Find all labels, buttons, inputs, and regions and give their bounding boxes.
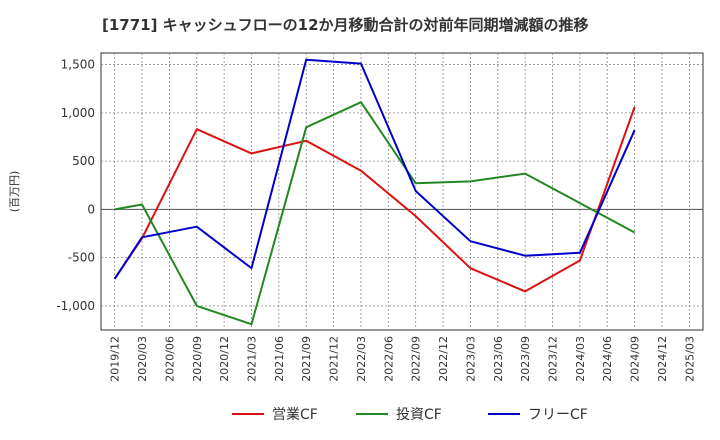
x-tick-label: 2023/03 — [464, 336, 477, 382]
x-tick-label: 2020/09 — [191, 336, 204, 382]
y-tick-label: -500 — [68, 251, 95, 265]
y-tick-label: 0 — [87, 202, 95, 216]
series-line — [114, 101, 636, 326]
x-tick-label: 2025/03 — [683, 336, 696, 382]
x-tick-label: 2022/03 — [355, 336, 368, 382]
x-tick-label: 2023/06 — [492, 336, 505, 382]
x-tick-label: 2022/06 — [382, 336, 395, 382]
x-tick-label: 2021/12 — [328, 336, 341, 382]
y-tick-label: -1,000 — [56, 299, 95, 313]
y-axis-label: (百万円) — [8, 171, 21, 213]
legend-label: 投資CF — [396, 407, 442, 423]
x-tick-label: 2020/03 — [136, 336, 149, 382]
x-tick-label: 2024/03 — [574, 336, 587, 382]
x-tick-label: 2020/06 — [163, 336, 176, 382]
y-tick-label: 1,500 — [61, 58, 95, 72]
y-tick-label: 1,000 — [61, 106, 95, 120]
x-tick-label: 2021/09 — [300, 336, 313, 382]
series-line — [113, 58, 636, 280]
x-tick-label: 2020/12 — [218, 336, 231, 382]
x-tick-label: 2024/06 — [601, 336, 614, 382]
legend-label: フリーCF — [528, 407, 588, 423]
x-tick-label: 2022/12 — [437, 336, 450, 382]
x-tick-label: 2024/09 — [629, 336, 642, 382]
x-tick-label: 2019/12 — [109, 336, 122, 382]
x-tick-label: 2021/06 — [273, 336, 286, 382]
x-tick-label: 2024/12 — [656, 336, 669, 382]
x-tick-label: 2022/09 — [410, 336, 423, 382]
plot-frame — [100, 52, 704, 331]
legend-label: 営業CF — [272, 407, 318, 423]
series-line — [113, 106, 636, 293]
y-tick-label: 500 — [72, 154, 95, 168]
x-tick-label: 2023/09 — [519, 336, 532, 382]
x-tick-label: 2023/12 — [547, 336, 560, 382]
chart-title: [1771] キャッシュフローの12か月移動合計の対前年同期増減額の推移 — [102, 16, 589, 34]
x-tick-label: 2021/03 — [246, 336, 259, 382]
